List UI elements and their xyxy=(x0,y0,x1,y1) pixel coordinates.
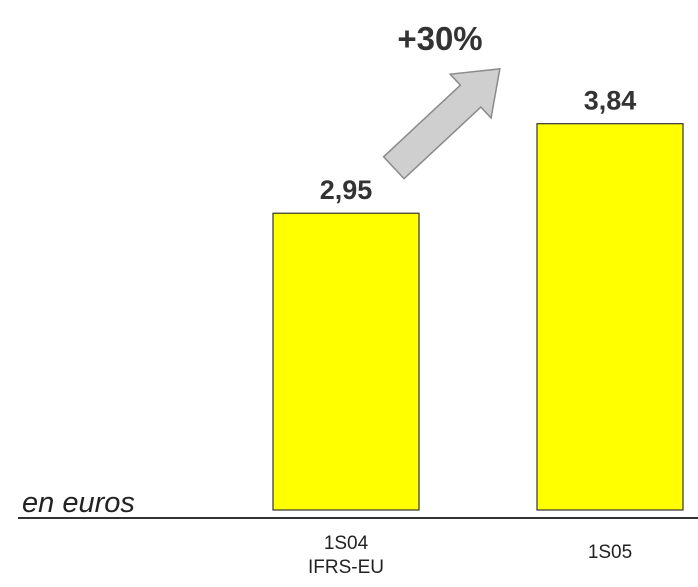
unit-label: en euros xyxy=(22,487,135,519)
growth-arrow xyxy=(382,67,501,180)
bar xyxy=(536,123,684,511)
bar xyxy=(272,212,420,511)
growth-label: +30% xyxy=(397,20,482,57)
x-tick-label: 1S04 IFRS-EU xyxy=(308,533,384,578)
value-label: 3,84 xyxy=(584,86,637,116)
x-tick-label: 1S05 xyxy=(587,542,633,563)
value-label: 2,95 xyxy=(320,175,373,205)
